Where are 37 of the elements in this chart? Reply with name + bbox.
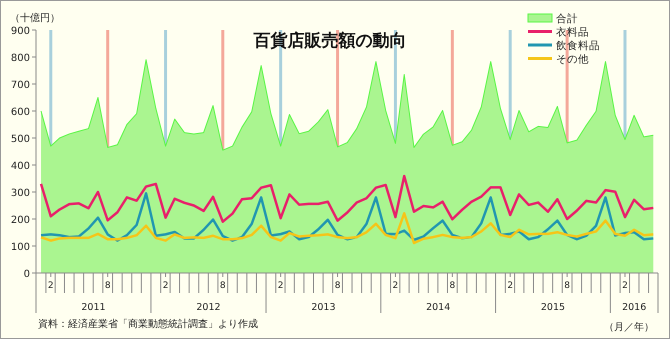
chart-title: 百貨店販売額の動向 — [252, 31, 406, 51]
x-tick-label: 2 — [278, 281, 284, 291]
y-tick-label: 400 — [10, 161, 30, 172]
text: 2015 — [540, 302, 566, 313]
legend-label: 衣料品 — [556, 26, 589, 38]
legend-label: 合計 — [556, 12, 578, 25]
y-tick-label: 300 — [10, 188, 30, 199]
x-tick-label: 2 — [622, 281, 628, 291]
x-tick-label: 8 — [220, 281, 226, 291]
text: 資料：経済産業省「商業動態統計調査」より作成 — [38, 318, 258, 330]
x-axis-title: （月／年） — [604, 321, 654, 333]
y-tick-label: 200 — [10, 215, 30, 226]
x-tick-label: 8 — [449, 281, 456, 291]
y-tick-label: 900 — [10, 26, 30, 37]
y-tick-label: 0 — [24, 269, 30, 280]
x-tick-label: 8 — [334, 281, 341, 291]
y-tick-label: 700 — [10, 80, 30, 91]
line-series — [40, 212, 655, 244]
legend-label: その他 — [556, 54, 589, 66]
x-tick-label: 2 — [48, 281, 54, 291]
text: 2011 — [81, 302, 106, 313]
legend-label: 飲食料品 — [556, 39, 600, 52]
x-tick-label: 2 — [162, 281, 168, 291]
x-tick-label: 2 — [507, 281, 514, 291]
text: 2013 — [311, 302, 336, 313]
y-tick-label: 500 — [10, 134, 30, 145]
y-tick-label: 800 — [10, 53, 30, 64]
line-series — [40, 174, 655, 223]
text: 2012 — [196, 302, 221, 313]
y-tick-label: 600 — [10, 107, 30, 118]
y-axis-title: （十億円） — [10, 12, 60, 24]
x-tick-label: 2 — [392, 281, 398, 291]
text: 2016 — [622, 302, 646, 313]
x-tick-label: 8 — [104, 281, 111, 291]
x-tick-label: 8 — [564, 281, 570, 291]
y-tick-label: 100 — [10, 242, 30, 253]
text: 2014 — [426, 302, 450, 313]
